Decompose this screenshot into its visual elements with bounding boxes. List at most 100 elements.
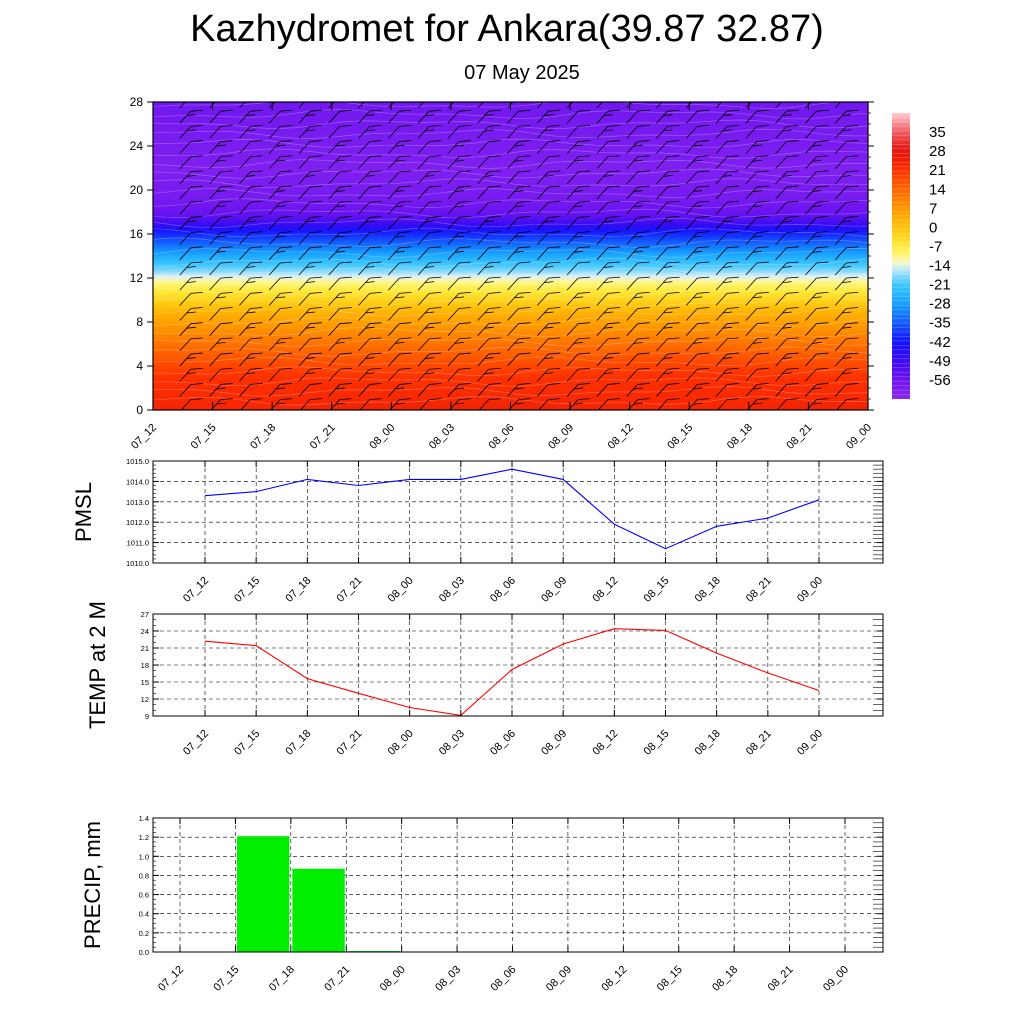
barb-shaft bbox=[626, 338, 638, 352]
barb-shaft bbox=[536, 262, 549, 276]
barb-flag bbox=[190, 352, 203, 355]
barb-shaft bbox=[775, 186, 787, 200]
x-tick-label: 08_12 bbox=[606, 422, 636, 452]
barb-flag bbox=[369, 307, 382, 309]
wind-barb bbox=[358, 140, 382, 154]
barb-flag bbox=[846, 352, 859, 355]
wind-barb bbox=[388, 231, 412, 245]
wind-barb bbox=[239, 367, 263, 382]
barb-shaft bbox=[417, 171, 430, 185]
wind-barb bbox=[268, 185, 293, 200]
barb-flag bbox=[603, 220, 613, 223]
barb-flag bbox=[518, 200, 531, 203]
barb-flag bbox=[190, 261, 203, 264]
wind-barb bbox=[536, 383, 561, 397]
wind-barb bbox=[656, 383, 680, 397]
barb-shaft bbox=[566, 126, 579, 139]
wind-barb bbox=[268, 367, 293, 382]
wind-barb bbox=[358, 383, 382, 397]
barb-flag bbox=[633, 235, 643, 238]
barb-flag bbox=[425, 311, 435, 314]
barb-flag bbox=[544, 266, 554, 268]
wind-barb bbox=[268, 200, 293, 215]
wind-barb bbox=[209, 261, 233, 276]
barb-flag bbox=[756, 261, 769, 264]
barb-shaft bbox=[536, 368, 549, 382]
barb-shaft bbox=[745, 308, 758, 321]
barb-flag bbox=[637, 170, 650, 173]
barb-flag bbox=[697, 276, 710, 279]
barb-shaft bbox=[805, 277, 817, 291]
barb-flag bbox=[722, 114, 733, 117]
barb-flag bbox=[395, 159, 405, 162]
barb-flag bbox=[280, 383, 293, 385]
barb-flag bbox=[250, 291, 263, 294]
barb-flag bbox=[574, 341, 584, 344]
barb-flag bbox=[756, 291, 769, 294]
wind-barb bbox=[626, 322, 650, 336]
barb-shaft bbox=[715, 247, 728, 261]
barb-shaft bbox=[745, 277, 758, 291]
barb-shaft bbox=[536, 353, 549, 367]
barb-flag bbox=[756, 185, 769, 188]
barb-flag bbox=[722, 357, 733, 359]
wind-barb bbox=[656, 231, 680, 245]
barb-flag bbox=[399, 170, 412, 173]
wind-barb bbox=[596, 185, 620, 200]
barb-shaft bbox=[834, 110, 847, 124]
wind-barb bbox=[536, 109, 561, 124]
barb-flag bbox=[514, 159, 524, 162]
barb-flag bbox=[514, 190, 524, 192]
wind-barb bbox=[596, 231, 620, 245]
x-tick-label: 08_00 bbox=[386, 575, 416, 605]
barb-shaft bbox=[656, 323, 668, 336]
wind-barb bbox=[775, 261, 799, 276]
barb-shaft bbox=[239, 338, 251, 352]
wind-barb bbox=[328, 383, 352, 397]
barb-shaft bbox=[626, 277, 638, 291]
wind-barb bbox=[566, 276, 591, 291]
barb-flag bbox=[752, 341, 762, 344]
barb-flag bbox=[280, 185, 293, 188]
barb-shaft bbox=[715, 353, 728, 367]
barb-flag bbox=[667, 124, 680, 127]
barb-shaft bbox=[417, 338, 430, 352]
y-tick-label: 1012.0 bbox=[126, 518, 149, 527]
barb-shaft bbox=[834, 353, 847, 367]
barb-shaft bbox=[268, 262, 281, 276]
wind-barb bbox=[209, 276, 233, 291]
wind-barb bbox=[328, 291, 352, 306]
barb-shaft bbox=[596, 102, 603, 109]
x-tick-label: 07_15 bbox=[211, 964, 241, 994]
barb-flag bbox=[816, 200, 829, 203]
barb-flag bbox=[603, 357, 613, 359]
barb-shaft bbox=[328, 247, 341, 261]
y-tick-label: 24 bbox=[141, 627, 149, 636]
x-tick-label: 08_12 bbox=[590, 575, 620, 605]
wind-barb bbox=[805, 185, 829, 200]
barb-shaft bbox=[745, 156, 758, 169]
barb-flag bbox=[425, 114, 435, 117]
barb-flag bbox=[663, 372, 673, 375]
barb-flag bbox=[488, 155, 501, 158]
barb-flag bbox=[429, 231, 442, 234]
barb-shaft bbox=[566, 368, 579, 382]
wind-barb bbox=[656, 102, 663, 109]
barb-flag bbox=[607, 398, 620, 400]
wind-barb bbox=[477, 307, 501, 321]
barb-shaft bbox=[626, 262, 638, 276]
barb-flag bbox=[458, 367, 471, 370]
barb-shaft bbox=[388, 232, 400, 245]
wind-barb bbox=[805, 109, 829, 124]
wind-barb bbox=[656, 337, 680, 352]
isotherm-line bbox=[153, 327, 868, 337]
barb-shaft bbox=[566, 171, 579, 185]
barb-shaft bbox=[507, 141, 519, 154]
barb-flag bbox=[842, 114, 852, 117]
barb-flag bbox=[634, 100, 643, 101]
wind-barb bbox=[328, 200, 352, 215]
barb-flag bbox=[190, 337, 203, 340]
colorbar-label: -14 bbox=[929, 258, 951, 275]
barb-flag bbox=[309, 383, 322, 385]
wind-barb bbox=[626, 155, 650, 169]
